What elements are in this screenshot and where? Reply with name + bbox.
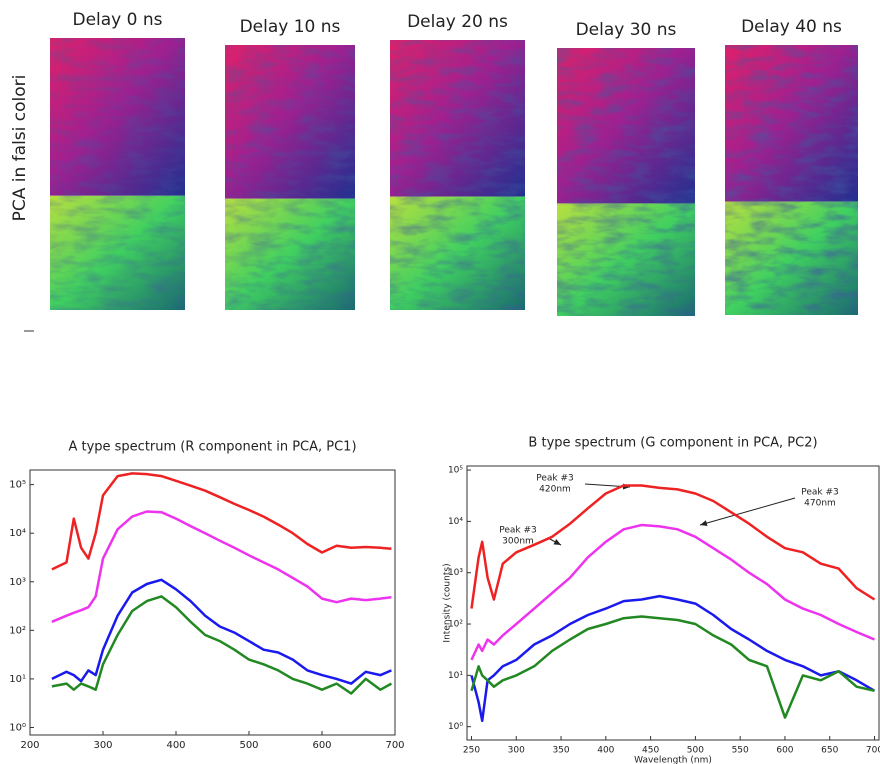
- panel-texture: [557, 48, 695, 316]
- x-tick-label: 550: [732, 746, 749, 756]
- annotation: 420nm: [539, 485, 571, 495]
- panel-texture: [225, 45, 355, 310]
- y-tick-label: 10⁰: [9, 722, 26, 733]
- annotation: 470nm: [804, 499, 836, 509]
- series-line: [470, 594, 876, 723]
- x-tick-label: 500: [687, 746, 704, 756]
- arrow: [699, 497, 796, 526]
- y-tick-label: 10³: [448, 568, 463, 578]
- panel-texture: [725, 45, 858, 315]
- panel-title: Delay 30 ns: [576, 20, 677, 40]
- series-line: [470, 615, 875, 719]
- plot-frame: [466, 465, 880, 741]
- x-tick-label: 200: [20, 740, 39, 751]
- panel-texture: [50, 38, 185, 310]
- x-axis-label: Wavelength (nm): [634, 756, 712, 764]
- x-tick-label: 650: [821, 746, 838, 756]
- x-tick-label: 700: [866, 746, 880, 756]
- y-tick-label: 10⁵: [9, 480, 26, 491]
- chart-title: B type spectrum (G component in PCA, PC2…: [528, 436, 817, 451]
- y-tick-label: 10²: [448, 620, 463, 630]
- x-tick-label: 500: [239, 740, 258, 751]
- x-tick-label: 450: [642, 746, 659, 756]
- y-tick-label: 10³: [9, 577, 26, 588]
- annotation: Peak #3: [801, 488, 839, 498]
- panel-title: Delay 40 ns: [741, 17, 842, 37]
- y-tick-label: 10⁴: [9, 528, 26, 539]
- y-tick-label: 10⁰: [448, 722, 463, 732]
- annotation: Peak #3: [499, 526, 537, 536]
- panel-texture: [390, 40, 525, 310]
- annotation-arrows: [547, 483, 796, 546]
- panel-title: Delay 10 ns: [240, 17, 341, 37]
- series-line: [470, 484, 876, 609]
- y-tick-label: 10²: [9, 625, 26, 636]
- chart-title: A type spectrum (R component in PCA, PC1…: [68, 440, 356, 455]
- x-tick-label: 400: [166, 740, 185, 751]
- series-line: [51, 472, 392, 571]
- panel-title: Delay 0 ns: [72, 10, 162, 30]
- x-tick-label: 400: [597, 746, 614, 756]
- y-tick-label: 10¹: [9, 674, 26, 685]
- arrow: [547, 537, 562, 546]
- plot-frame: [29, 469, 396, 736]
- series-line: [51, 578, 392, 685]
- x-tick-label: 600: [776, 746, 793, 756]
- x-tick-label: 300: [93, 740, 112, 751]
- x-tick-label: 350: [552, 746, 569, 756]
- y-tick-label: 10⁴: [448, 517, 463, 527]
- x-tick-label: 300: [508, 746, 525, 756]
- panel-title: Delay 20 ns: [407, 12, 508, 32]
- series-line: [51, 510, 392, 623]
- y-tick-label: 10¹: [448, 671, 463, 681]
- series-line: [51, 595, 393, 695]
- x-tick-label: 600: [312, 740, 331, 751]
- figure-ylabel: PCA in falsi colori: [10, 75, 30, 222]
- y-tick-label: 10⁵: [448, 466, 463, 476]
- annotation: 300nm: [502, 537, 534, 547]
- annotation: Peak #3: [536, 474, 574, 484]
- y-axis-label: Intensity (counts): [443, 563, 453, 642]
- x-tick-label: 700: [385, 740, 404, 751]
- x-tick-label: 250: [463, 746, 480, 756]
- series-line: [470, 523, 875, 661]
